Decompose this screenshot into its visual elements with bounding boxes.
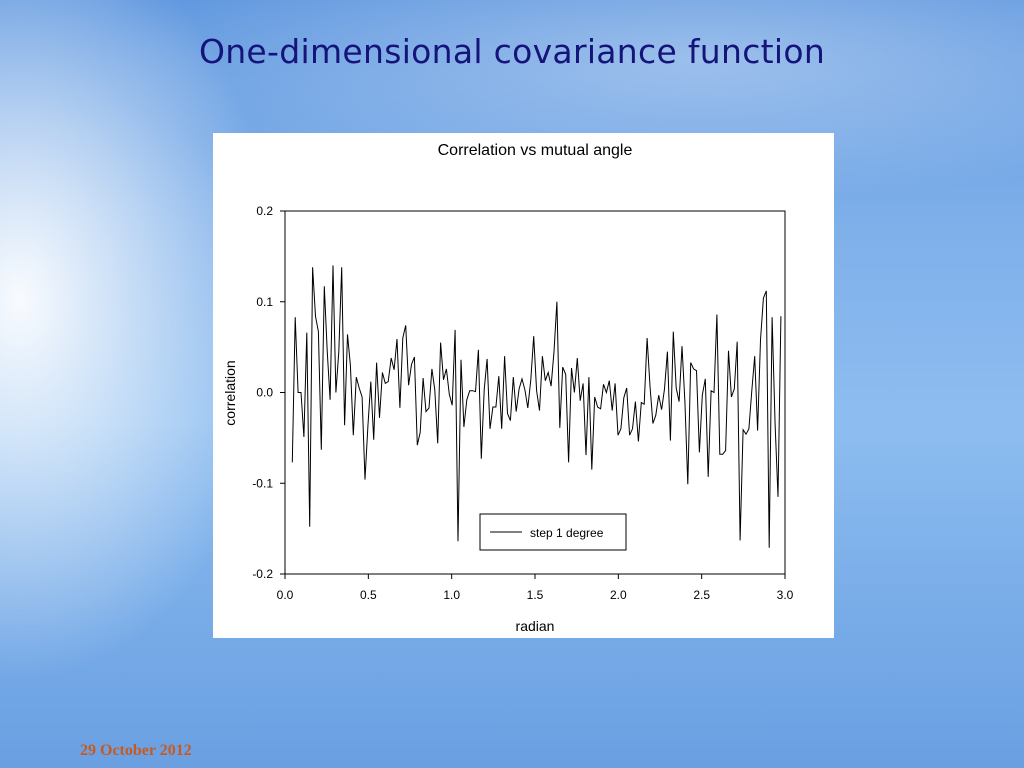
y-axis: -0.2 -0.1 0.0 0.1 0.2 (252, 204, 285, 581)
chart-title: Correlation vs mutual angle (438, 142, 633, 159)
y-tick-label: 0.0 (256, 386, 273, 400)
y-tick-label: -0.1 (252, 476, 273, 490)
x-tick-label: 2.5 (693, 588, 710, 602)
legend: step 1 degree (479, 513, 627, 551)
slide-title: One-dimensional covariance function (198, 32, 826, 71)
y-tick-label: -0.2 (252, 567, 273, 581)
x-tick-label: 3.0 (777, 588, 794, 602)
x-tick-label: 0.5 (360, 588, 377, 602)
x-tick-label: 2.0 (610, 588, 627, 602)
x-axis: 0.0 0.5 1.0 1.5 2.0 2.5 3.0 (277, 574, 794, 602)
legend-label: step 1 degree (530, 526, 604, 540)
series-line-step-1-degree (291, 265, 782, 548)
chart: Correlation vs mutual angle -0.2-0.10.00… (222, 142, 794, 634)
x-axis-label: radian (516, 618, 555, 634)
y-tick-label: 0.1 (256, 295, 273, 309)
footer-date: 29 October 2012 (80, 742, 192, 759)
y-axis-label: correlation (222, 360, 238, 425)
x-tick-label: 0.0 (277, 588, 294, 602)
y-tick-label: 0.2 (256, 204, 273, 218)
chart-panel: Correlation vs mutual angle -0.2 -0.1 0.0 0… (213, 133, 834, 638)
x-tick-label: 1.0 (443, 588, 460, 602)
x-tick-label: 1.5 (527, 588, 544, 602)
